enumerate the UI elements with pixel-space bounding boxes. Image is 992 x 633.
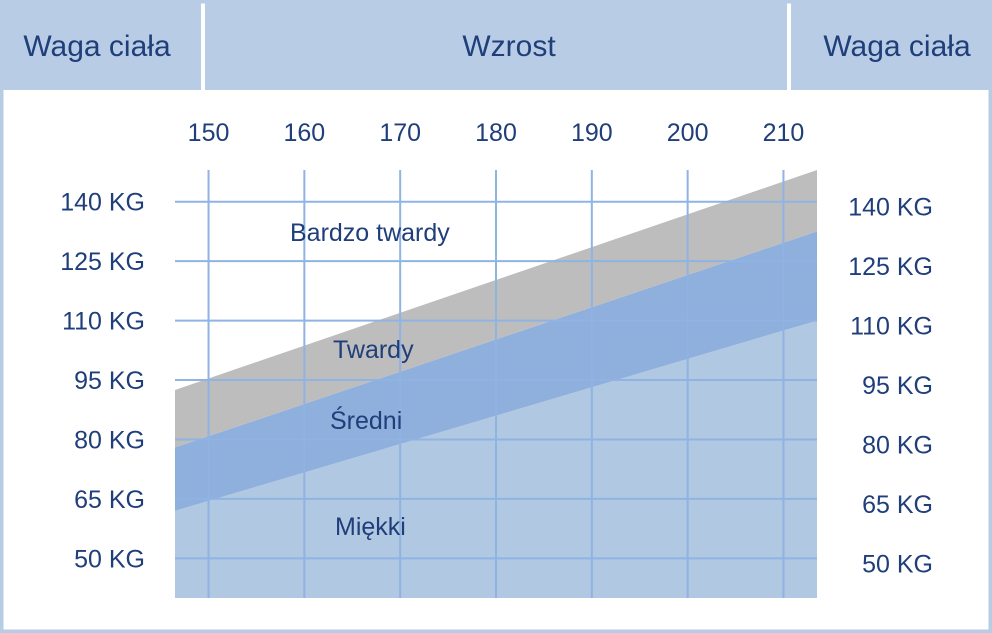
y-tick-label-left-110: 110 KG: [62, 308, 145, 336]
y-tick-label-left-125: 125 KG: [60, 248, 145, 276]
zone-label-sredni: Średni: [330, 405, 402, 435]
header-right-label: Waga ciała: [823, 30, 971, 63]
x-tick-label-170: 170: [379, 119, 421, 147]
header-left-cell: [0, 0, 201, 90]
y-tick-label-right-110: 110 KG: [850, 313, 933, 341]
y-tick-label-left-95: 95 KG: [74, 367, 145, 395]
header-center-cell: [205, 0, 787, 90]
y-tick-label-right-140: 140 KG: [848, 194, 933, 222]
y-tick-label-right-65: 65 KG: [862, 491, 933, 519]
header-center-label: Wzrost: [462, 30, 556, 63]
zone-label-miekki: Miękki: [335, 513, 406, 541]
zone-label-twardy: Twardy: [333, 336, 414, 364]
y-tick-label-left-140: 140 KG: [60, 189, 145, 217]
x-tick-label-150: 150: [188, 119, 230, 147]
y-tick-label-right-95: 95 KG: [862, 372, 933, 400]
header-right-cell: [791, 0, 992, 90]
header-left-label: Waga ciała: [23, 30, 171, 63]
y-tick-labels-left: 140 KG 125 KG 110 KG 95 KG 80 KG 65 KG 50 KG: [60, 189, 145, 574]
x-tick-labels: 150 160 170 180 190 200 210: [188, 119, 805, 147]
x-tick-label-200: 200: [667, 119, 709, 147]
grid-layer: [175, 170, 817, 598]
x-tick-label-180: 180: [475, 119, 517, 147]
x-tick-label-190: 190: [571, 119, 613, 147]
y-tick-label-left-50: 50 KG: [74, 545, 145, 573]
y-tick-label-left-65: 65 KG: [74, 486, 145, 514]
y-tick-label-right-50: 50 KG: [862, 550, 933, 578]
x-tick-label-210: 210: [763, 119, 805, 147]
y-tick-labels-right: 140 KG 125 KG 110 KG 95 KG 80 KG 65 KG 50 KG: [848, 194, 933, 579]
y-tick-label-right-80: 80 KG: [862, 431, 933, 459]
y-tick-label-right-125: 125 KG: [848, 253, 933, 281]
y-tick-label-left-80: 80 KG: [74, 426, 145, 454]
x-tick-label-160: 160: [283, 119, 325, 147]
zone-label-bardzo-twardy: Bardzo twardy: [290, 219, 450, 247]
